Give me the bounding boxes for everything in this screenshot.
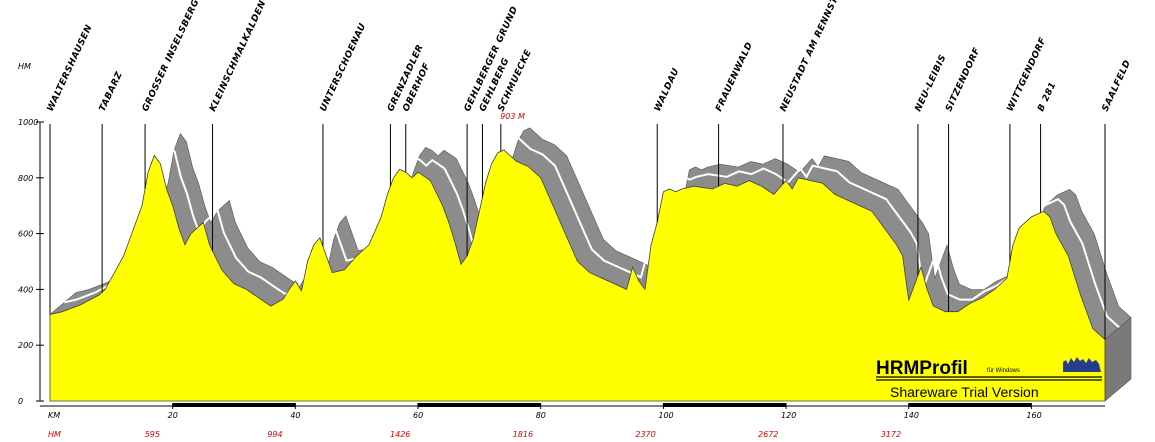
y-tick-label: 1000 bbox=[18, 118, 38, 127]
waypoint-label: NEU-LEIBIS bbox=[914, 53, 949, 113]
x-tick-label: 40 bbox=[290, 411, 300, 420]
cumulative-hm-label: 994 bbox=[267, 430, 282, 439]
x-tick-label: 100 bbox=[658, 411, 673, 420]
waypoint-label: SAALFELD bbox=[1101, 59, 1134, 114]
waypoint-label: UNTERSCHOENAU bbox=[319, 22, 369, 114]
peak-annotation: 903 M bbox=[500, 112, 525, 121]
y-tick-label: 800 bbox=[18, 174, 33, 183]
x-axis-unit-label: KM bbox=[48, 411, 60, 420]
x-axis-bar-segment bbox=[172, 403, 296, 407]
watermark-subtitle: für Windows bbox=[987, 368, 1020, 374]
profile-area bbox=[49, 149, 1106, 402]
y-tick-label: 400 bbox=[18, 285, 33, 294]
hm-row-label: HM bbox=[48, 430, 61, 439]
cumulative-hm-label: 595 bbox=[145, 430, 160, 439]
waypoint-label: TABARZ bbox=[98, 70, 125, 113]
watermark-title: HRMProfil bbox=[876, 358, 968, 379]
profile-layer bbox=[49, 149, 1106, 402]
profile-shadow-highlight bbox=[64, 136, 1120, 329]
watermark: HRMProfil für Windows Shareware Trial Ve… bbox=[876, 357, 1102, 400]
cumulative-hm-label: 3172 bbox=[881, 430, 901, 439]
y-tick-label: 0 bbox=[18, 397, 23, 406]
waypoint-label: GROSSER INSELSBERG bbox=[141, 0, 202, 113]
y-tick-label: 200 bbox=[18, 341, 33, 350]
x-tick-label: 160 bbox=[1026, 411, 1041, 420]
waypoint-label: NEUSTADT AM RENNSTEIG bbox=[779, 0, 849, 113]
x-axis-bar-segment bbox=[663, 403, 787, 407]
x-tick-label: 80 bbox=[536, 411, 546, 420]
watermark-logo-icon bbox=[1063, 357, 1101, 372]
x-axis-bar-segment bbox=[908, 403, 1032, 407]
cumulative-hm-label: 2672 bbox=[758, 430, 778, 439]
x-tick-label: 20 bbox=[168, 411, 178, 420]
waypoint-label: SITZENDORF bbox=[944, 46, 983, 113]
cumulative-hm-label: 1426 bbox=[390, 430, 410, 439]
x-tick-label: 140 bbox=[904, 411, 919, 420]
waypoint-label: WALTERSHAUSEN bbox=[46, 23, 95, 113]
x-axis-bar-segment bbox=[418, 403, 541, 407]
cumulative-hm-label: 2370 bbox=[635, 430, 655, 439]
waypoint-label: KLEINSCHMALKALDEN bbox=[208, 0, 268, 113]
waypoint-label: B 281 bbox=[1036, 81, 1058, 114]
axis-layer: 0 200 400 600 800 1000 20 40 60 80 100 120 140 160 595… bbox=[18, 118, 1105, 439]
y-tick-label: 600 bbox=[18, 230, 33, 239]
y-axis-unit-label: HM bbox=[18, 62, 31, 71]
x-tick-label: 60 bbox=[413, 411, 423, 420]
x-tick-label: 120 bbox=[781, 411, 796, 420]
waypoint-label: WALDAU bbox=[653, 67, 682, 114]
cumulative-hm-label: 1816 bbox=[513, 430, 533, 439]
waypoint-label: FRAUENWALD bbox=[714, 41, 755, 114]
watermark-trial-text: Shareware Trial Version bbox=[890, 384, 1039, 400]
